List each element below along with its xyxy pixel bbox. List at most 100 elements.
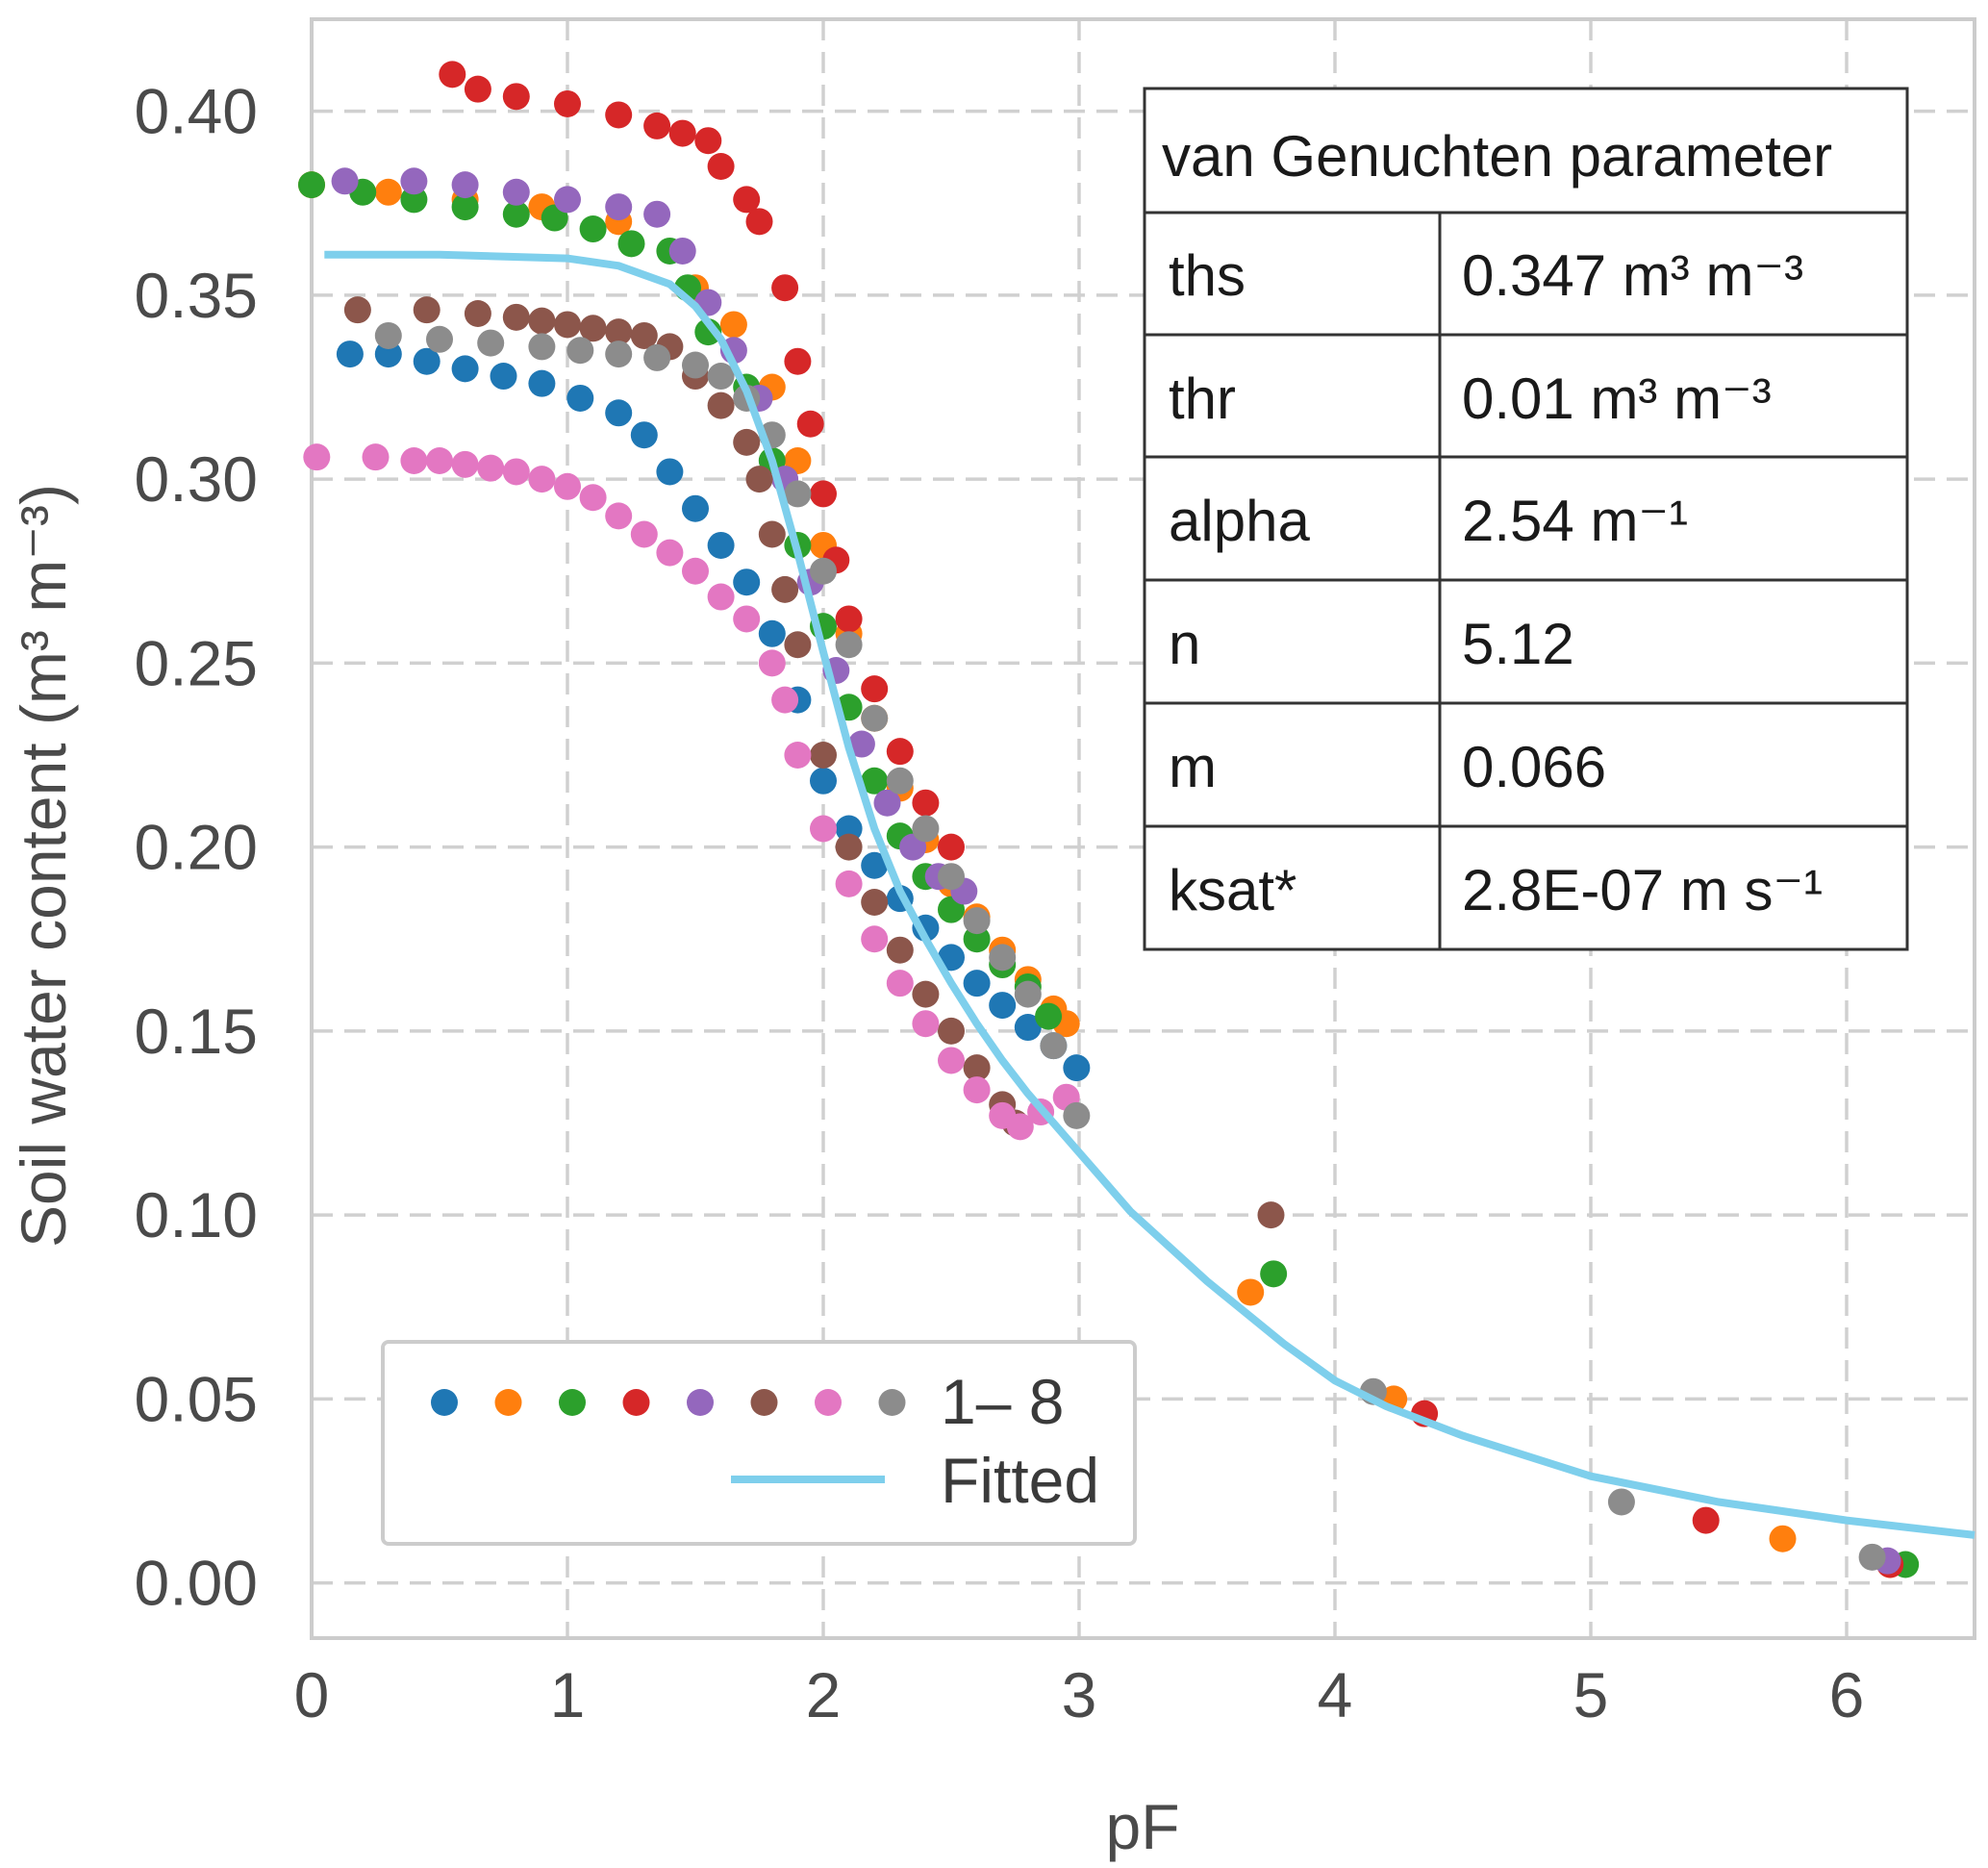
data-point [810,742,837,769]
data-point [682,351,709,379]
y-axis-label: Soil water content (m³ m⁻³) [8,484,79,1248]
legend-fitted-label: Fitted [941,1445,1099,1516]
data-point [554,186,581,214]
data-point [745,208,773,236]
series-6 [343,296,1285,1229]
data-point [1692,1506,1720,1534]
data-point [810,480,837,508]
data-point [643,343,671,371]
data-point [1607,1488,1635,1516]
data-point [528,466,556,493]
x-tick-label: 6 [1829,1659,1865,1730]
data-point [566,337,594,365]
table-value-m: 0.066 [1462,735,1606,799]
data-point [374,321,402,349]
series-7 [303,443,1080,1141]
data-point [938,863,965,891]
legend-marker-5 [687,1389,714,1416]
data-point [835,815,863,843]
table-param-n: n [1169,612,1200,676]
data-point [298,171,325,199]
data-point [861,767,889,795]
data-point [1006,1113,1034,1141]
data-point [989,944,1017,972]
data-point [554,89,581,117]
data-point [784,631,812,659]
data-point [413,347,440,375]
data-point [554,311,581,339]
data-point [963,1076,991,1104]
x-axis-label: pF [1105,1791,1179,1862]
data-point [707,363,735,391]
data-point [1260,1260,1288,1288]
legend-marker-1 [431,1389,458,1416]
data-point [707,583,735,611]
data-point [1014,1014,1042,1042]
data-point [745,466,773,493]
data-point [630,421,658,449]
table-value-alpha: 2.54 m⁻¹ [1462,489,1688,553]
data-point [331,167,359,195]
data-point [1063,1054,1091,1082]
data-point [1769,1525,1797,1552]
y-tick-label: 0.25 [135,627,258,698]
data-point [668,237,696,265]
data-point [643,200,671,228]
data-point [502,303,530,331]
data-point [963,970,991,997]
data-point [733,186,761,214]
data-points [298,61,1920,1578]
data-point [464,300,491,327]
data-point [682,494,709,522]
data-point [528,307,556,335]
data-point [502,458,530,486]
data-point [668,119,696,147]
table-value-n: 5.12 [1462,612,1574,676]
data-point [694,127,722,155]
data-point [771,686,799,714]
data-point [989,992,1017,1020]
legend-marker-7 [815,1389,842,1416]
data-point [1040,1032,1068,1060]
data-point [336,341,364,368]
plot-frame [310,17,1976,1640]
data-point [810,557,837,585]
data-point [1014,980,1042,1008]
data-point [1063,1101,1091,1129]
data-point [835,833,863,861]
data-point [566,384,594,412]
data-point [912,980,940,1008]
legend-marker-4 [622,1389,650,1416]
data-point [861,851,889,879]
data-point [861,925,889,953]
data-point [490,363,517,391]
data-point [374,341,402,368]
data-point [343,296,371,324]
data-point [784,480,812,508]
data-point [847,730,875,758]
data-point [886,767,914,795]
data-point [617,230,645,258]
data-point [426,447,453,474]
data-point [502,83,530,111]
table-param-thr: thr [1169,366,1236,431]
data-point [912,789,940,817]
data-point [938,1047,965,1074]
data-point [938,1017,965,1045]
data-point [873,789,901,817]
x-tick-label: 4 [1318,1659,1353,1730]
data-point [810,767,837,795]
data-point [643,112,671,139]
table-param-ksat: ksat* [1169,858,1296,922]
data-point [630,321,658,349]
legend-marker-2 [494,1389,522,1416]
data-point [426,325,453,353]
data-point [707,531,735,559]
legend-marker-3 [559,1389,586,1416]
data-point [796,410,824,438]
legend: 1– 8 Fitted [381,1340,1137,1546]
data-point [303,443,331,471]
x-tick-label: 5 [1573,1659,1609,1730]
data-point [912,815,940,843]
data-point [374,178,402,206]
